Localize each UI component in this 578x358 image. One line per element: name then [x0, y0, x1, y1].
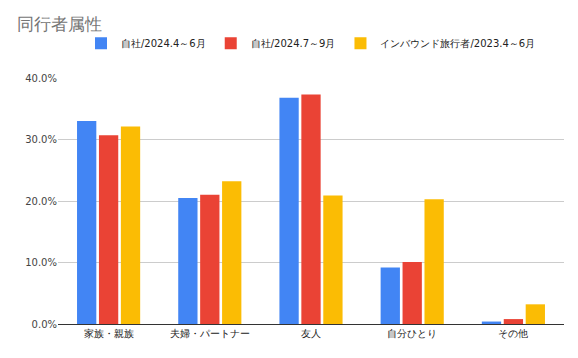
svg-text:0.0%: 0.0%: [32, 319, 57, 330]
svg-text:家族・親族: 家族・親族: [84, 328, 134, 339]
svg-text:40.0%: 40.0%: [25, 73, 57, 84]
svg-text:夫婦・パートナー: 夫婦・パートナー: [170, 328, 250, 339]
svg-text:インバウンド旅行者/2023.4～6月: インバウンド旅行者/2023.4～6月: [380, 38, 535, 49]
svg-text:30.0%: 30.0%: [25, 134, 57, 145]
svg-text:自社/2024.4～6月: 自社/2024.4～6月: [121, 38, 206, 49]
svg-text:友人: 友人: [301, 328, 321, 339]
svg-text:自分ひとり: 自分ひとり: [387, 328, 437, 339]
svg-text:10.0%: 10.0%: [25, 257, 57, 268]
svg-text:自社/2024.7～9月: 自社/2024.7～9月: [251, 38, 336, 49]
svg-text:20.0%: 20.0%: [25, 196, 57, 207]
svg-text:その他: その他: [498, 328, 528, 339]
svg-text:同行者属性: 同行者属性: [17, 14, 102, 34]
